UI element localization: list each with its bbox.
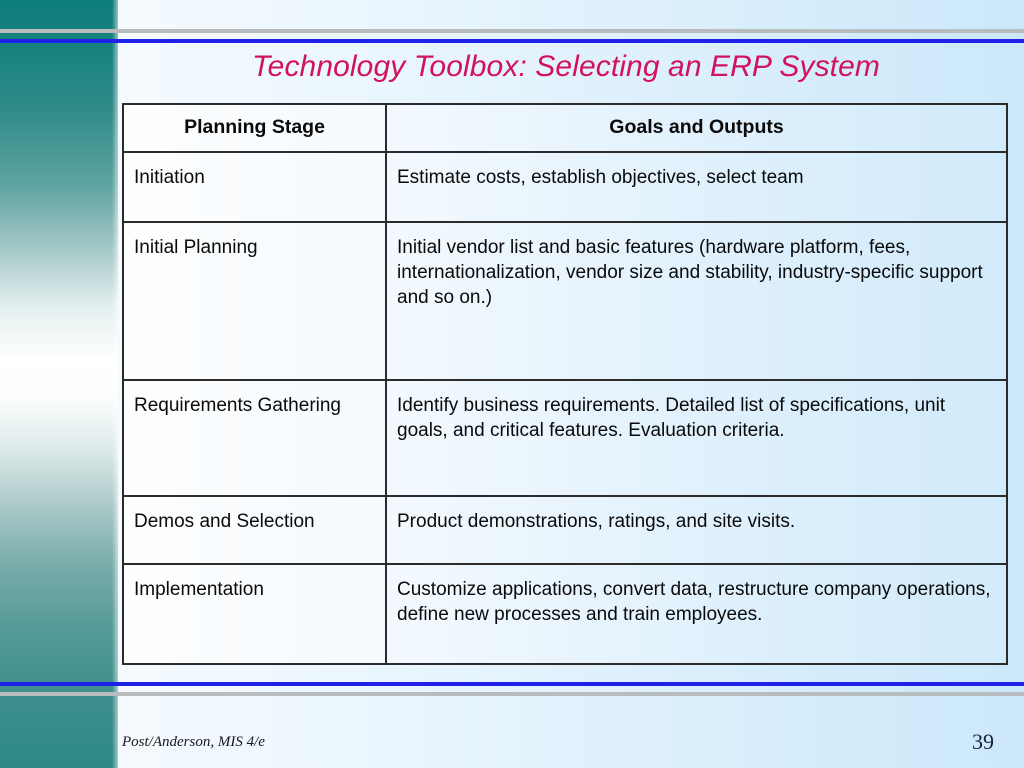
top-blue-rule <box>0 39 1024 43</box>
bottom-blue-rule <box>0 682 1024 686</box>
page-number: 39 <box>972 729 994 754</box>
table-head: Planning Stage Goals and Outputs <box>122 103 1008 153</box>
bottom-gray-rule <box>0 692 1024 696</box>
cell-goals: Identify business requirements. Detailed… <box>385 379 1008 497</box>
table-body: Initiation Estimate costs, establish obj… <box>122 151 1008 665</box>
table-row: Implementation Customize applications, c… <box>122 563 1008 665</box>
table-row: Requirements Gathering Identify business… <box>122 379 1008 497</box>
planning-stage-table: Planning Stage Goals and Outputs Initiat… <box>122 103 1008 665</box>
cell-stage: Initiation <box>122 151 387 223</box>
cell-goals: Initial vendor list and basic features (… <box>385 221 1008 381</box>
table-row: Initial Planning Initial vendor list and… <box>122 221 1008 381</box>
top-gray-rule <box>0 29 1024 33</box>
column-header-planning-stage: Planning Stage <box>122 103 387 153</box>
table-row: Demos and Selection Product demonstratio… <box>122 495 1008 565</box>
cell-stage: Implementation <box>122 563 387 665</box>
cell-stage: Demos and Selection <box>122 495 387 565</box>
footer-credit: Post/Anderson, MIS 4/e <box>122 734 265 750</box>
cell-goals: Product demonstrations, ratings, and sit… <box>385 495 1008 565</box>
column-header-goals-and-outputs: Goals and Outputs <box>385 103 1008 153</box>
cell-goals: Estimate costs, establish objectives, se… <box>385 151 1008 223</box>
left-accent-band <box>0 0 118 768</box>
table-row: Initiation Estimate costs, establish obj… <box>122 151 1008 223</box>
cell-goals: Customize applications, convert data, re… <box>385 563 1008 665</box>
cell-stage: Requirements Gathering <box>122 379 387 497</box>
page-title: Technology Toolbox: Selecting an ERP Sys… <box>251 50 880 83</box>
cell-stage: Initial Planning <box>122 221 387 381</box>
content-table-container: Planning Stage Goals and Outputs Initiat… <box>122 103 1008 665</box>
table-header-row: Planning Stage Goals and Outputs <box>122 103 1008 153</box>
